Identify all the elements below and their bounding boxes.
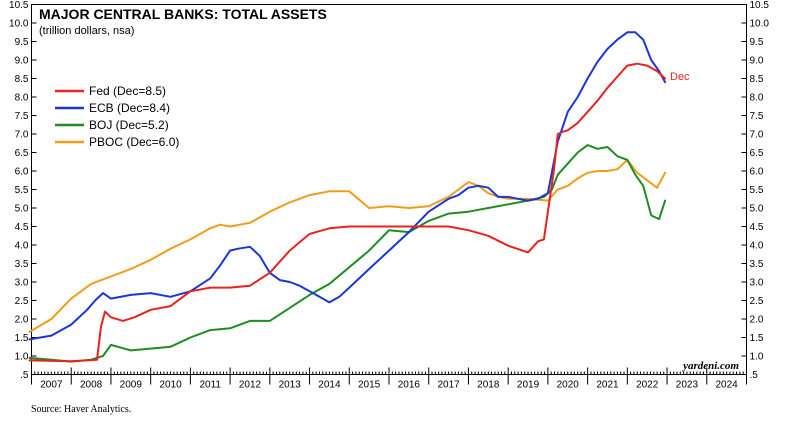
dec-annotation: Dec bbox=[670, 71, 690, 83]
x-tick-label: 2012 bbox=[239, 380, 262, 391]
y-tick-label-right: 4.5 bbox=[750, 222, 764, 233]
y-tick-label-right: 8.5 bbox=[750, 74, 764, 85]
legend: Fed (Dec=8.5) ECB (Dec=8.4) BOJ (Dec=5.2) P… bbox=[55, 84, 179, 149]
x-tick-label: 2021 bbox=[596, 380, 619, 391]
y-tick-label-right: 5.0 bbox=[750, 204, 764, 215]
y-tick-label-right: 9.0 bbox=[750, 56, 764, 67]
series-line-0 bbox=[28, 62, 667, 363]
y-tick-label-left: 7.5 bbox=[15, 111, 29, 122]
y-tick-label-left: 10.5 bbox=[9, 0, 29, 11]
y-tick-label-right: 7.5 bbox=[750, 111, 764, 122]
y-tick-label-right: 2.0 bbox=[750, 315, 764, 326]
y-tick-label-left: 2.0 bbox=[15, 315, 29, 326]
series-line-2 bbox=[28, 144, 667, 363]
x-tick-label: 2010 bbox=[159, 380, 182, 391]
y-tick-label-left: 8.0 bbox=[15, 93, 29, 104]
y-tick-label-left: 2.5 bbox=[15, 296, 29, 307]
y-tick-label-left: 6.0 bbox=[15, 167, 29, 178]
x-tick-label: 2008 bbox=[80, 380, 103, 391]
plot-frame bbox=[31, 4, 747, 375]
y-tick-label-right: 3.0 bbox=[750, 278, 764, 289]
y-tick-label-left: 5.0 bbox=[15, 204, 29, 215]
y-tick-label-left: 9.0 bbox=[15, 56, 29, 67]
x-tick-label: 2022 bbox=[636, 380, 659, 391]
x-tick-label: 2007 bbox=[40, 380, 63, 391]
y-tick-label-left: 10.0 bbox=[9, 19, 29, 30]
legend-label: Fed (Dec=8.5) bbox=[89, 84, 166, 98]
chart-subtitle: (trillion dollars, nsa) bbox=[39, 25, 134, 37]
y-tick-label-right: 3.5 bbox=[750, 259, 764, 270]
y-tick-label-right: 5.5 bbox=[750, 185, 764, 196]
legend-label: BOJ (Dec=5.2) bbox=[89, 118, 169, 132]
x-tick-label: 2017 bbox=[437, 380, 460, 391]
y-tick-label-right: 7.0 bbox=[750, 130, 764, 141]
y-tick-label-left: 4.5 bbox=[15, 222, 29, 233]
y-tick-label-left: 1.5 bbox=[15, 333, 29, 344]
y-tick-label-left: 7.0 bbox=[15, 130, 29, 141]
x-tick-label: 2013 bbox=[279, 380, 302, 391]
chart-title: MAJOR CENTRAL BANKS: TOTAL ASSETS bbox=[39, 6, 327, 22]
x-tick-label: 2016 bbox=[398, 380, 421, 391]
y-tick-label-right: 10.5 bbox=[750, 0, 770, 11]
y-tick-label-right: 8.0 bbox=[750, 93, 764, 104]
y-tick-label-left: 1.0 bbox=[15, 352, 29, 363]
x-tick-label: 2015 bbox=[358, 380, 381, 391]
y-tick-label-left: 3.0 bbox=[15, 278, 29, 289]
series-line-3 bbox=[28, 158, 667, 333]
y-tick-label-right: 6.5 bbox=[750, 148, 764, 159]
y-tick-label-right: 10.0 bbox=[750, 19, 770, 30]
y-tick-label-right: 1.5 bbox=[750, 333, 764, 344]
y-tick-label-left: 4.0 bbox=[15, 241, 29, 252]
x-tick-label: 2011 bbox=[199, 380, 221, 391]
x-tick-label: 2020 bbox=[557, 380, 580, 391]
legend-label: ECB (Dec=8.4) bbox=[89, 101, 170, 115]
y-tick-label-left: 3.5 bbox=[15, 259, 29, 270]
y-axis-right: 10.5 10.0 9.5 9.0 8.5 8.0 7.5 7.0 6.5 6.0 5.5 5.0 4.… bbox=[741, 0, 770, 381]
y-tick-label-left: 5.5 bbox=[15, 185, 29, 196]
x-tick-label: 2018 bbox=[477, 380, 500, 391]
legend-label: PBOC (Dec=6.0) bbox=[89, 135, 179, 149]
y-tick-label-left: .5 bbox=[20, 370, 29, 381]
x-tick-label: 2009 bbox=[120, 380, 143, 391]
y-tick-label-right: 6.0 bbox=[750, 167, 764, 178]
series-line-1 bbox=[28, 31, 667, 341]
x-tick-label: 2019 bbox=[517, 380, 540, 391]
y-axis-left: 10.5 10.0 9.5 9.0 8.5 8.0 7.5 7.0 6.5 6.0 5.5 5.0 4.… bbox=[9, 0, 37, 381]
x-tick-label: 2024 bbox=[716, 380, 739, 391]
watermark: yardeni.com bbox=[681, 360, 739, 372]
y-tick-label-left: 6.5 bbox=[15, 148, 29, 159]
y-tick-label-right: 2.5 bbox=[750, 296, 764, 307]
series-layer bbox=[28, 31, 667, 363]
y-tick-label-right: 4.0 bbox=[750, 241, 764, 252]
x-axis: 2007 2008 2009 2010 2011 2012 2013 2014 2015 2016… bbox=[31, 367, 747, 391]
y-tick-label-right: 9.5 bbox=[750, 37, 764, 48]
y-tick-label-left: 9.5 bbox=[15, 37, 29, 48]
x-tick-label: 2014 bbox=[318, 380, 341, 391]
y-tick-label-right: .5 bbox=[750, 370, 759, 381]
y-tick-label-left: 8.5 bbox=[15, 74, 29, 85]
source-note: Source: Haver Analytics. bbox=[31, 404, 131, 415]
y-tick-label-right: 1.0 bbox=[750, 352, 764, 363]
x-tick-label: 2023 bbox=[676, 380, 699, 391]
